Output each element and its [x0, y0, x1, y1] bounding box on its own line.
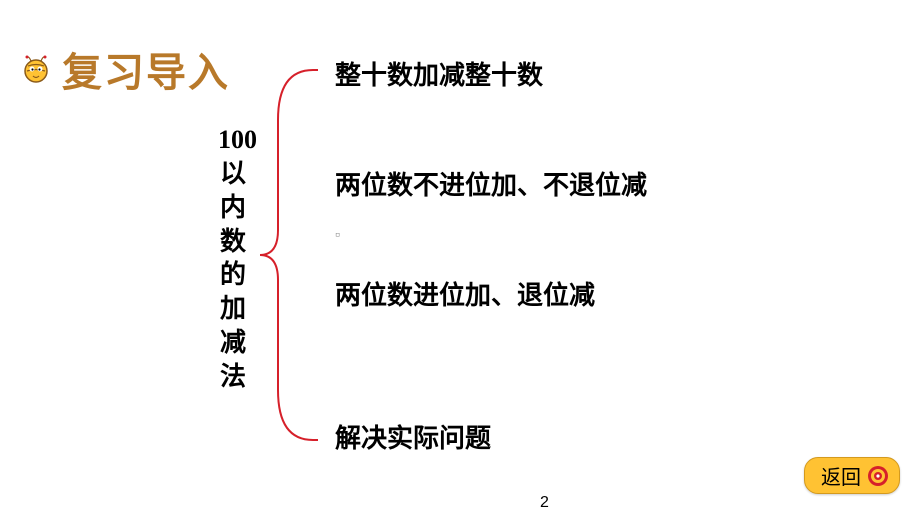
page-title: 复习导入: [62, 40, 230, 98]
target-icon: [867, 465, 889, 487]
title-row: 复习导入: [18, 40, 230, 98]
bee-icon: [18, 51, 54, 87]
stem-char: 加: [218, 292, 248, 326]
brace-icon: [258, 60, 318, 450]
stem-number: 100: [218, 125, 248, 155]
return-button[interactable]: 返回: [804, 457, 900, 494]
page-number: 2: [540, 494, 549, 512]
center-dot-icon: ▫: [335, 228, 340, 244]
branch-item: 解决实际问题: [335, 418, 491, 455]
stem-char: 减: [218, 326, 248, 360]
stem-label: 100 以 内 数 的 加 减 法: [218, 125, 248, 394]
branch-item: 两位数进位加、退位减: [335, 275, 595, 312]
return-label: 返回: [821, 461, 861, 490]
stem-char: 数: [218, 225, 248, 259]
branch-item: 两位数不进位加、不退位减: [335, 165, 647, 202]
stem-char: 内: [218, 191, 248, 225]
stem-char: 法: [218, 360, 248, 394]
branch-item: 整十数加减整十数: [335, 55, 543, 92]
stem-char: 的: [218, 258, 248, 292]
stem-char: 以: [218, 157, 248, 191]
